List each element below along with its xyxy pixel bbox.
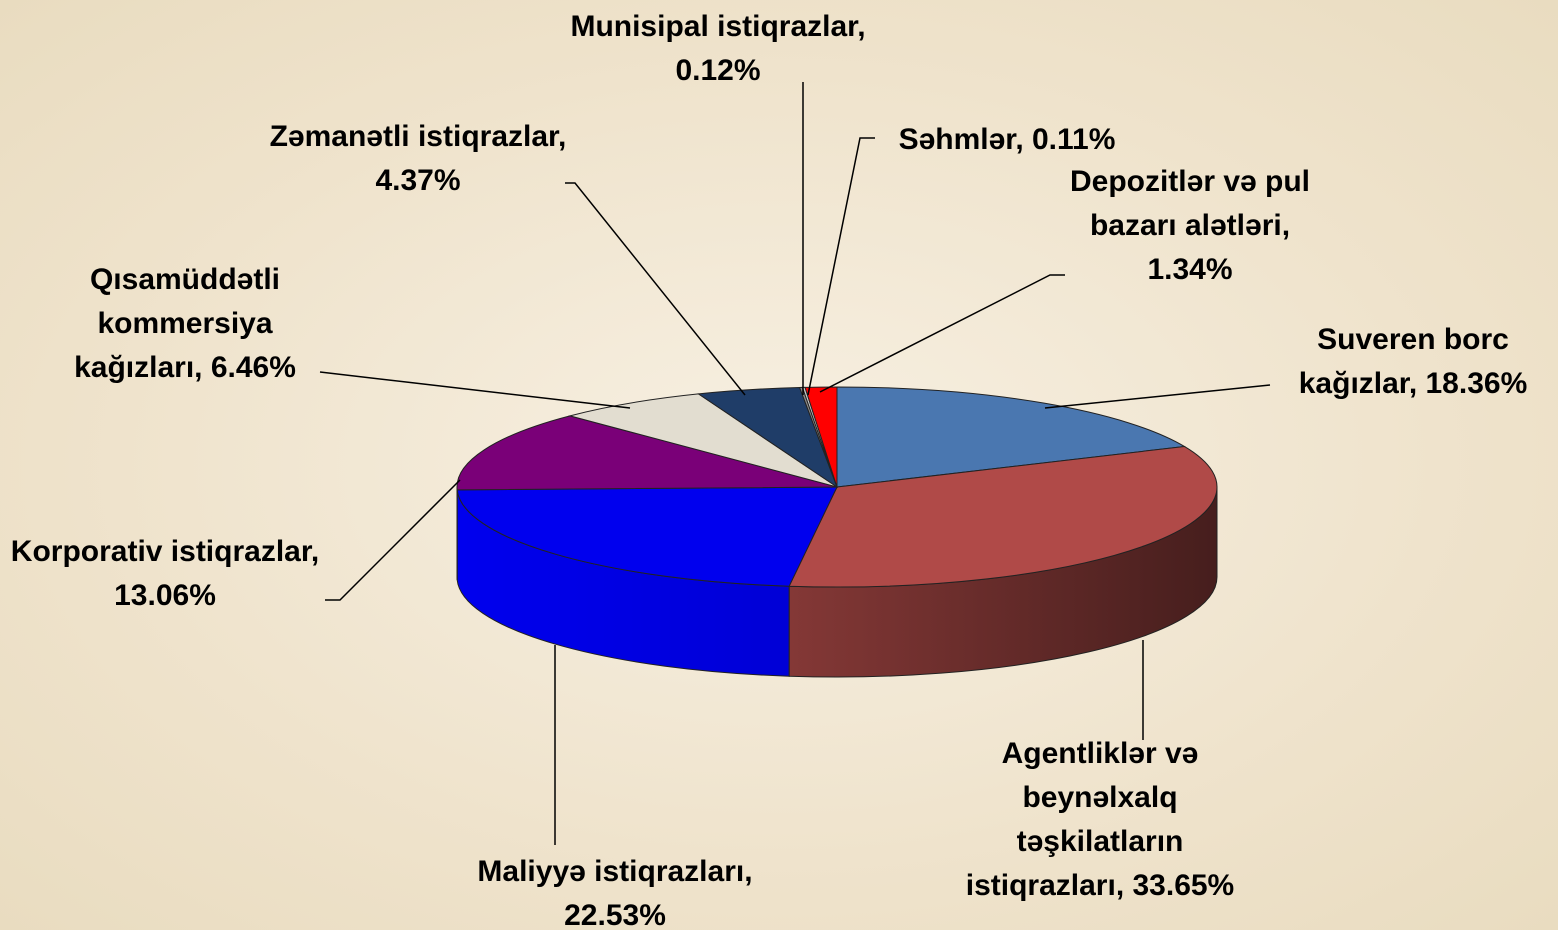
value-label: 0.11% <box>1032 123 1115 156</box>
separator: , <box>744 855 752 888</box>
value-label: 6.46% <box>211 351 296 384</box>
leader-line <box>320 372 630 408</box>
data-label: Maliyyə istiqrazları, 22.53% <box>445 850 785 938</box>
separator: , <box>1409 367 1426 400</box>
data-label: Depozitlər və pul bazarı alətləri, 1.34% <box>1048 160 1333 292</box>
value-label: 0.12% <box>675 54 760 87</box>
value-label: 13.06% <box>114 579 216 612</box>
value-label: 22.53% <box>564 899 666 932</box>
category: Korporativ istiqrazlar <box>11 535 311 568</box>
data-label: Agentliklər və beynəlxalq təşkilatların … <box>935 732 1265 908</box>
value-label: 18.36% <box>1426 367 1528 400</box>
separator: , <box>1282 209 1290 242</box>
leader-line <box>820 275 1065 392</box>
data-label: Səhmlər, 0.11% <box>857 118 1157 162</box>
separator: , <box>194 351 211 384</box>
value-label: 33.65% <box>1132 869 1234 902</box>
separator: , <box>1015 123 1032 156</box>
chart: Suveren borc kağızlar, 18.36% Agentliklər… <box>0 0 1558 930</box>
leader-line <box>325 480 460 600</box>
category: Maliyyə istiqrazları <box>477 855 744 888</box>
category: Depozitlər və pul bazarı alətləri <box>1070 165 1310 242</box>
leader-line <box>808 138 875 395</box>
data-label: Munisipal istiqrazlar, 0.12% <box>558 5 878 93</box>
data-label: Qısamüddətli kommersiya kağızları, 6.46% <box>48 258 323 390</box>
separator: , <box>558 120 566 153</box>
data-label: Suveren borc kağızlar, 18.36% <box>1268 318 1558 406</box>
pie-area <box>0 0 1558 930</box>
leader-line <box>1045 385 1270 408</box>
separator: , <box>857 10 865 43</box>
category: Zəmanətli istiqrazlar <box>270 120 558 153</box>
value-label: 4.37% <box>375 164 460 197</box>
value-label: 1.34% <box>1147 253 1232 286</box>
data-label: Korporativ istiqrazlar, 13.06% <box>5 530 325 618</box>
separator: , <box>1116 869 1133 902</box>
separator: , <box>311 535 319 568</box>
data-label: Zəmanətli istiqrazlar, 4.37% <box>268 115 568 203</box>
category: Səhmlər <box>899 123 1016 156</box>
category: Munisipal istiqrazlar <box>570 10 857 43</box>
leader-line <box>565 183 745 395</box>
